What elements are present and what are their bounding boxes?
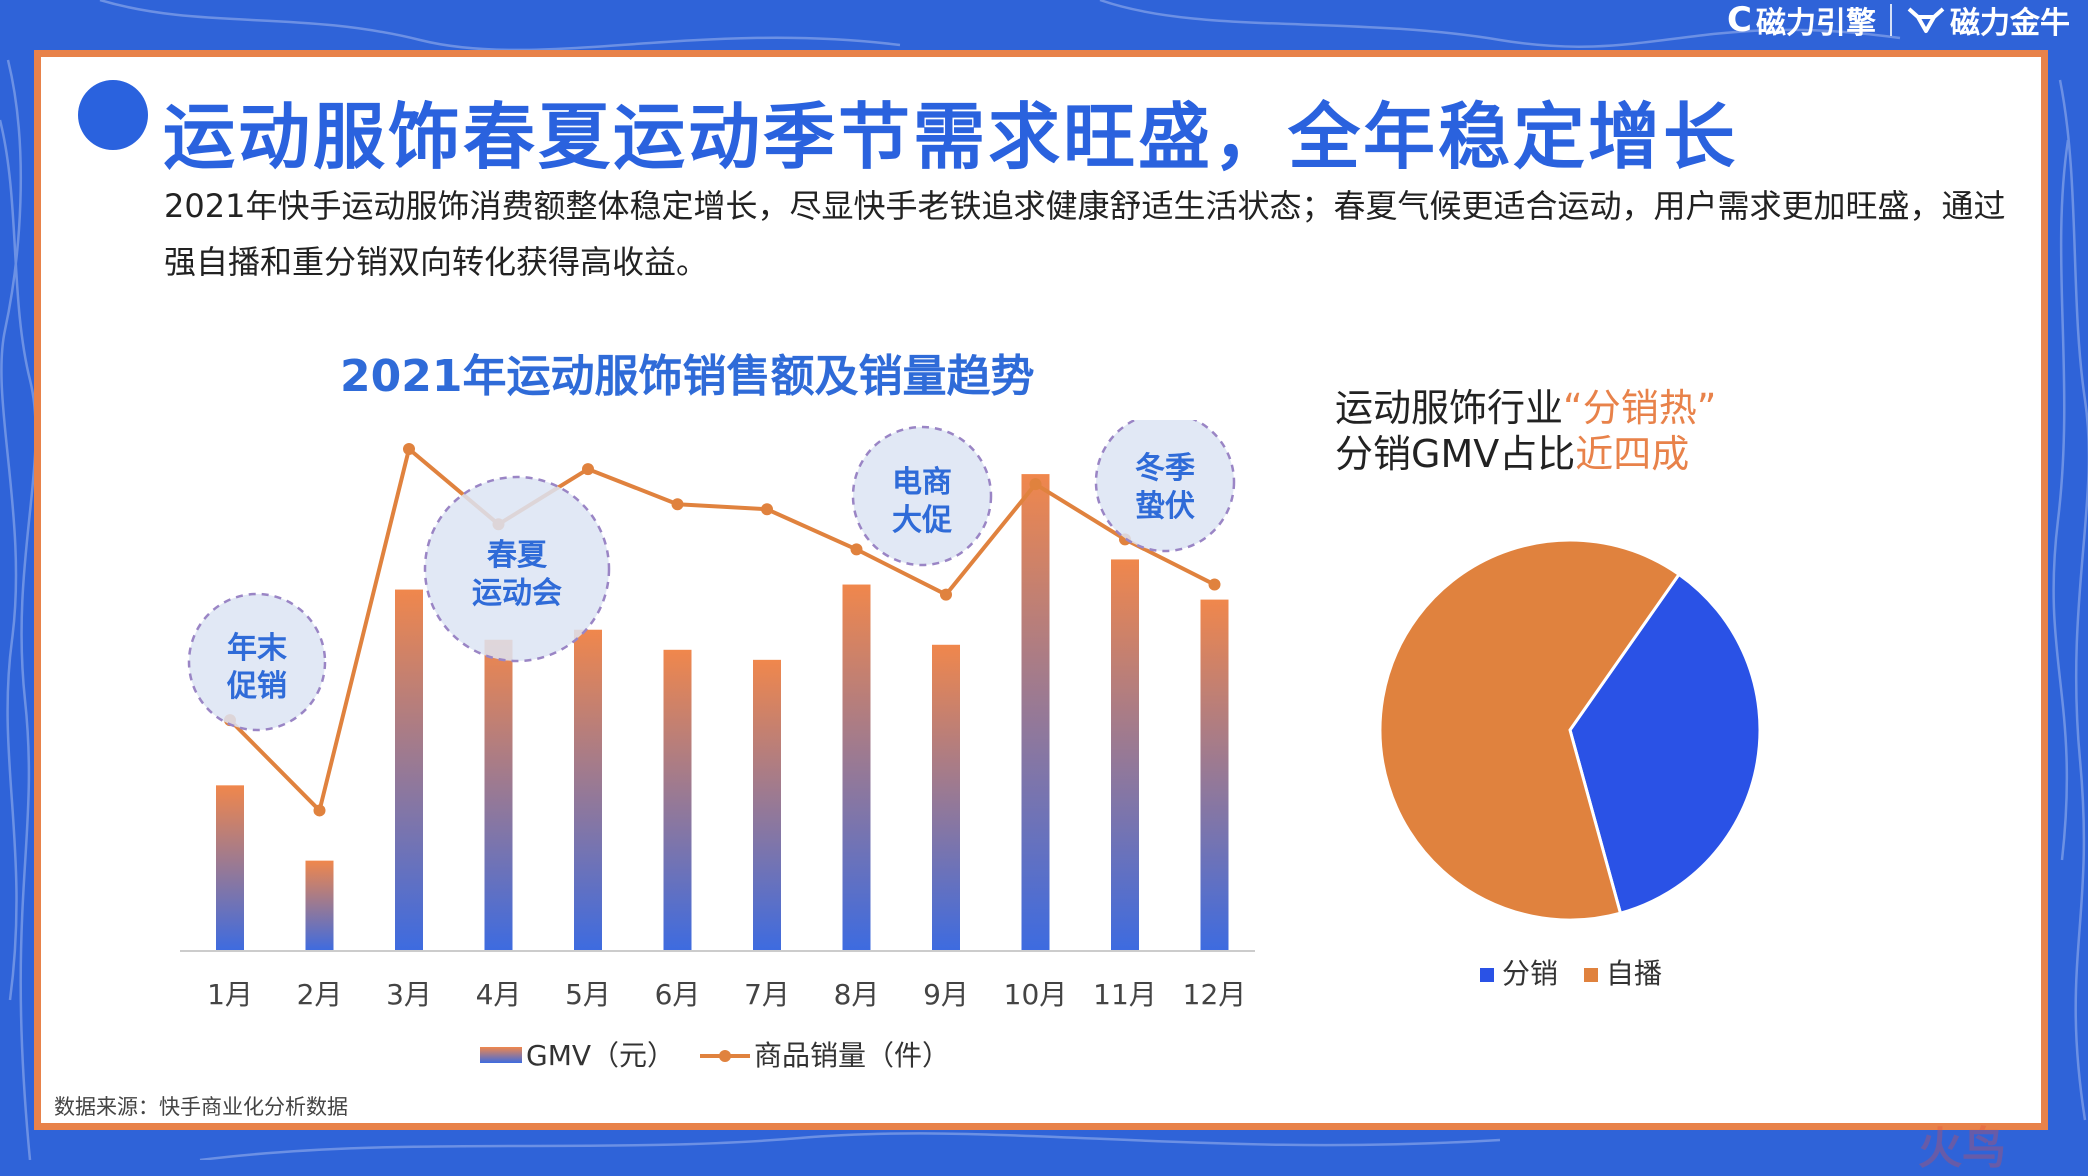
x-tick-label: 11月: [1093, 978, 1157, 1011]
x-tick-label: 6月: [655, 978, 701, 1011]
annotation-bubble-circle: [187, 592, 327, 732]
pie-caption-prefix-2: 分销GMV占比: [1335, 432, 1576, 476]
brand-left-label: 磁力引擎: [1756, 6, 1876, 41]
x-tick-label: 10月: [1004, 978, 1068, 1011]
sales-volume-point-8: [850, 543, 863, 556]
legend-gmv-label: GMV（元）: [526, 1039, 675, 1072]
page-title: 运动服饰春夏运动季节需求旺盛，全年稳定增长: [163, 95, 1739, 179]
gmv-bar-8: [842, 584, 871, 951]
watermark: 火鸟: [1918, 1123, 2006, 1174]
pie-caption-prefix-1: 运动服饰行业: [1335, 386, 1564, 430]
gmv-bar-12: [1200, 599, 1229, 951]
sales-volume-point-7: [761, 503, 773, 516]
pie-legend-swatch-zibo: [1584, 968, 1599, 982]
gmv-bar-3: [395, 589, 423, 951]
page-subtitle: 2021年快手运动服饰消费额整体稳定增长，尽显快手老铁追求健康舒适生活状态；春夏…: [164, 187, 2006, 281]
annotation-bubble-circle: [1094, 420, 1236, 553]
brand-divider: [1890, 4, 1892, 36]
sales-volume-line: [228, 447, 1216, 813]
brand-left: C 磁力引擎: [1727, 0, 1876, 42]
gmv-bar-4: [484, 639, 513, 951]
gmv-bar-7: [753, 659, 781, 951]
pie-legend: 分销 自播: [1480, 952, 1662, 992]
annotation-label: 冬季: [1135, 451, 1195, 486]
gmv-bar-2: [305, 860, 334, 951]
annotation-label: 电商: [892, 465, 952, 500]
sales-volume-point-10: [1029, 478, 1042, 491]
gmv-bar-5: [574, 629, 602, 951]
bar-line-chart: 1月 2月 3月 4月 5月 6月 7月 8月 9月 10月 11月 12月 年末促销春夏运动会电商大…: [180, 420, 1255, 1072]
gmv-bar-9: [932, 644, 960, 951]
brand-right-label: 磁力金牛: [1950, 6, 2070, 41]
x-tick-label: 1月: [207, 978, 253, 1011]
gmv-bar-11: [1111, 559, 1139, 951]
sales-volume-point-6: [671, 498, 684, 511]
bar-chart-title: 2021年运动服饰销售额及销量趋势: [340, 351, 1035, 402]
annotation-label: 运动会: [472, 576, 562, 611]
sales-volume-point-9: [940, 588, 952, 601]
x-tick-label: 8月: [834, 978, 880, 1011]
legend-sales-label: 商品销量（件）: [754, 1039, 950, 1072]
annotation-label: 大促: [892, 503, 952, 538]
pie-slice-zibo: [1378, 538, 1682, 922]
pie-caption-line-2: 分销GMV占比近四成: [1335, 431, 1716, 477]
pie-legend-item-fenxiao: 分销: [1480, 952, 1558, 992]
x-tick-label: 3月: [386, 978, 432, 1011]
x-tick-label: 2月: [297, 978, 343, 1011]
pie-caption: 运动服饰行业“分销热” 分销GMV占比近四成: [1335, 385, 1716, 477]
x-tick-label: 9月: [923, 978, 969, 1011]
x-tick-label: 12月: [1183, 978, 1247, 1011]
legend-sales-point-swatch: [719, 1050, 731, 1062]
pie-legend-label-fenxiao: 分销: [1502, 957, 1559, 990]
pie-caption-highlight-1: “分销热”: [1563, 386, 1717, 430]
brand-right: 磁力金牛: [1906, 0, 2070, 42]
annotation-bubble-circle: [423, 475, 611, 663]
annotation-label: 年末: [227, 631, 287, 666]
annotation-label: 促销: [226, 669, 287, 704]
pie-chart: [1378, 538, 1762, 922]
gmv-bar-1: [216, 785, 244, 951]
cili-engine-logo-icon: C: [1727, 0, 1752, 40]
x-tick-label: 4月: [476, 978, 522, 1011]
x-tick-label: 5月: [565, 978, 611, 1011]
annotation-label: 蛰伏: [1135, 489, 1195, 524]
pie-legend-swatch-fenxiao: [1480, 968, 1494, 982]
golden-bull-logo-icon: [1907, 7, 1945, 33]
brand-bar: C 磁力引擎 磁力金牛: [1727, 0, 2070, 42]
sales-volume-point-2: [313, 804, 326, 817]
pie-legend-item-zibo: 自播: [1584, 952, 1662, 992]
sales-volume-point-12: [1208, 578, 1221, 591]
title-bullet-icon: [78, 80, 148, 150]
pie-caption-line-1: 运动服饰行业“分销热”: [1335, 385, 1716, 431]
annotation-label: 春夏: [487, 538, 548, 573]
gmv-bar-10: [1021, 474, 1050, 951]
pie-slice-fenxiao: [1568, 572, 1762, 916]
pie-caption-highlight-2: 近四成: [1575, 432, 1690, 476]
gmv-bar-6: [663, 649, 692, 951]
sales-volume-point-3: [403, 443, 415, 455]
x-tick-label: 7月: [744, 978, 790, 1011]
sales-volume-point-5: [582, 463, 594, 476]
annotation-bubble-circle: [851, 425, 993, 567]
legend-gmv-swatch: [480, 1047, 522, 1063]
data-source-note: 数据来源：快手商业化分析数据: [54, 1095, 348, 1119]
pie-legend-label-zibo: 自播: [1606, 957, 1663, 990]
